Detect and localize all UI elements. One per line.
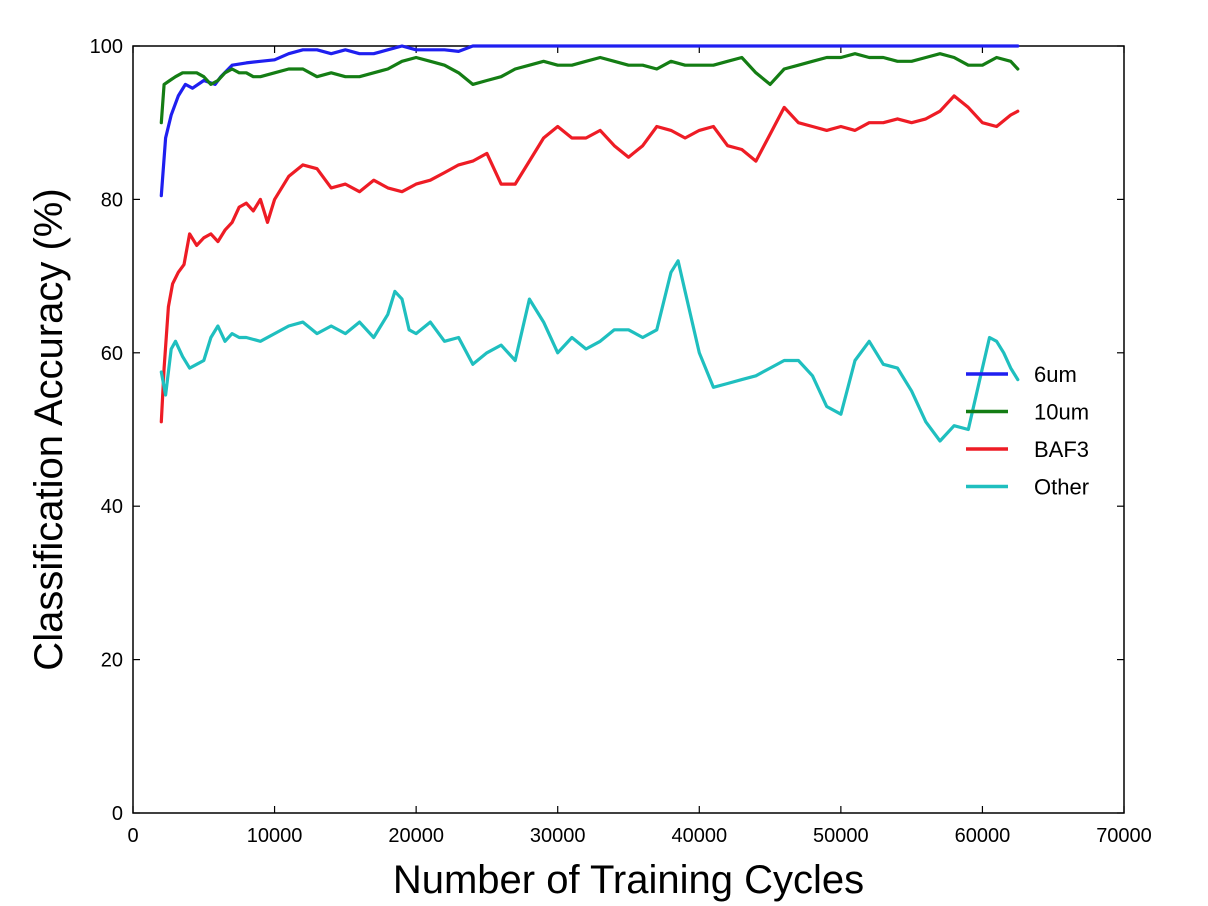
series-line-6um [159,44,1020,198]
y-tick-label: 80 [101,189,123,211]
x-tick-label: 20000 [388,825,444,847]
series-line-10um [159,52,1020,125]
y-axis-label: Classification Accuracy (%) [27,188,71,670]
legend: 6um 10um BAF3 Other [966,362,1089,500]
x-tick-label: 30000 [530,825,586,847]
x-tick-label: 0 [127,825,138,847]
legend-label: 6um [1034,362,1077,387]
x-tick-label: 70000 [1096,825,1152,847]
series-line-other [159,259,1020,443]
axis-ticks: 0 10000 20000 30000 40000 50000 60000 70000 0 20 4… [90,36,1152,847]
y-tick-label: 60 [101,343,123,365]
legend-label: Other [1034,475,1089,500]
x-tick-label: 10000 [247,825,303,847]
y-tick-label: 100 [90,36,123,58]
x-tick-label: 60000 [955,825,1011,847]
x-tick-label: 40000 [671,825,727,847]
legend-label: 10um [1034,400,1089,425]
x-axis-label: Number of Training Cycles [393,858,864,902]
y-tick-label: 20 [101,650,123,672]
y-tick-label: 0 [112,803,123,825]
series-line-baf3 [159,94,1020,424]
x-tick-label: 50000 [813,825,869,847]
series-layer [159,44,1020,443]
y-tick-label: 40 [101,496,123,518]
plot-frame [132,45,1125,814]
plot-area [132,45,1125,814]
legend-label: BAF3 [1034,437,1089,462]
